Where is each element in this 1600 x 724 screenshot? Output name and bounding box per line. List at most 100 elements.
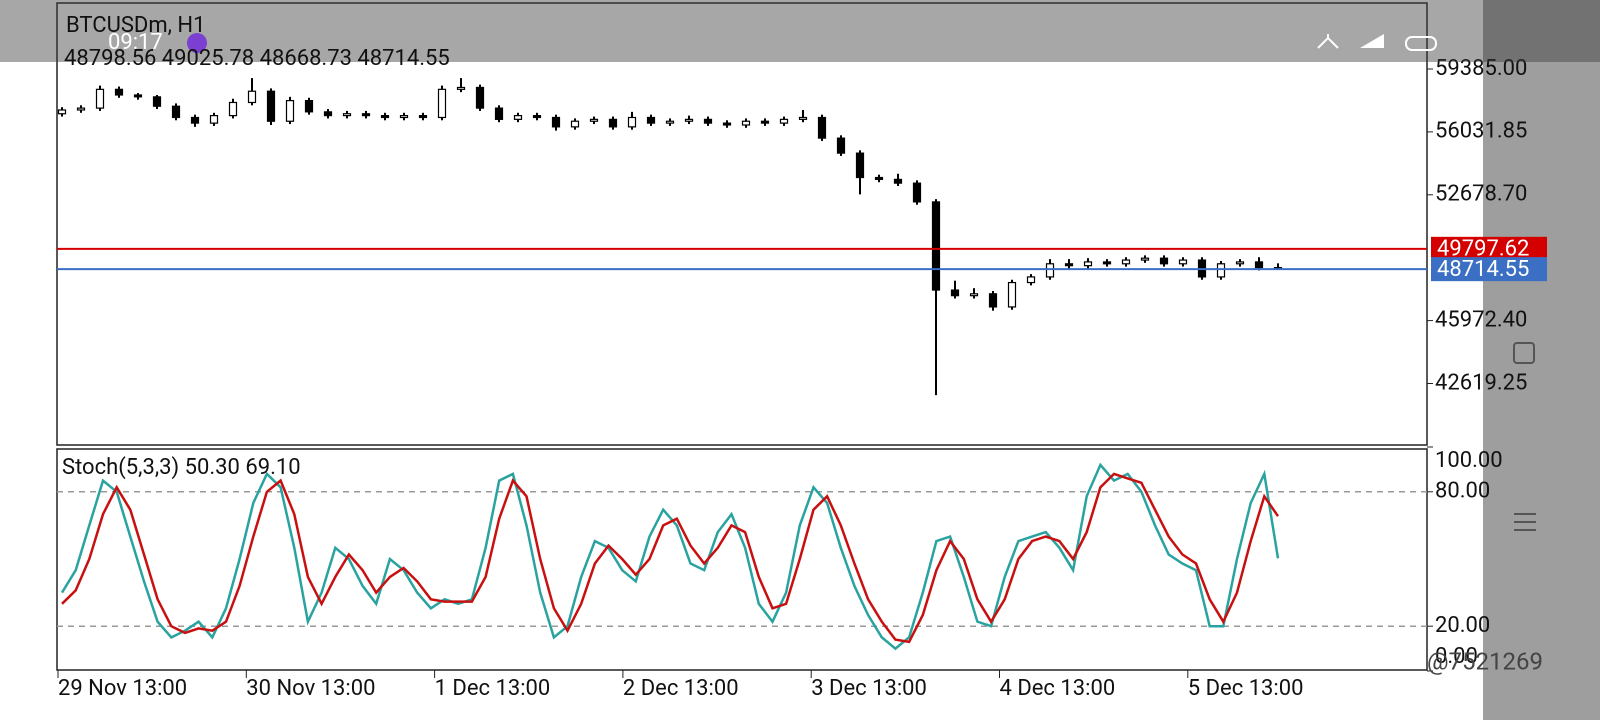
stoch-line bbox=[61, 472, 1280, 644]
candle-body bbox=[209, 115, 219, 124]
candle-body bbox=[57, 109, 67, 115]
plot-area: 59385.00 56031.85 52678.70 45972.40 42619.25… bbox=[57, 56, 1547, 701]
candle-body bbox=[494, 107, 504, 120]
x-tick-label: 30 Nov 13:00 bbox=[246, 676, 375, 701]
candle-body bbox=[247, 90, 257, 104]
stoch-panel bbox=[56, 448, 1428, 671]
x-tick-label: 4 Dec 13:00 bbox=[1000, 676, 1116, 701]
ohlc-text: 48798.56 49025.78 48668.73 48714.55 bbox=[64, 46, 450, 71]
candle-body bbox=[969, 293, 979, 297]
candle-body bbox=[646, 116, 656, 124]
status-bar bbox=[0, 0, 1600, 62]
candle-body bbox=[456, 86, 466, 90]
candle-body bbox=[152, 96, 162, 107]
candle-body bbox=[475, 86, 485, 109]
menu-button[interactable] bbox=[1514, 513, 1536, 531]
candle-body bbox=[95, 88, 105, 109]
candle-body bbox=[684, 118, 694, 122]
x-tick-label: 2 Dec 13:00 bbox=[623, 676, 739, 701]
candle-body bbox=[1140, 257, 1150, 261]
candle-body bbox=[836, 137, 846, 154]
candle-body bbox=[1045, 263, 1055, 278]
candle-body bbox=[627, 116, 637, 128]
candle-body bbox=[513, 115, 523, 120]
candle-body bbox=[1235, 261, 1245, 265]
y-tick-label: 80.00 bbox=[1435, 479, 1490, 504]
candle-body bbox=[931, 201, 941, 291]
candle-body bbox=[551, 116, 561, 128]
y-tick-label: 42619.25 bbox=[1435, 370, 1527, 395]
candle-body bbox=[874, 176, 884, 180]
status-time: 09:17 bbox=[108, 30, 163, 55]
y-tick-label: 59385.00 bbox=[1435, 56, 1527, 81]
x-tick-label: 1 Dec 13:00 bbox=[435, 676, 551, 701]
candle-body bbox=[817, 116, 827, 139]
candle-body bbox=[608, 118, 618, 128]
candle-body bbox=[399, 115, 409, 119]
candle-body bbox=[779, 118, 789, 124]
watermark: @7521269 bbox=[1427, 647, 1543, 675]
candle-body bbox=[1216, 263, 1226, 278]
price-tag-label: 48714.55 bbox=[1437, 257, 1529, 282]
candle-body bbox=[190, 116, 200, 124]
candle-body bbox=[950, 289, 960, 297]
candle-body bbox=[304, 100, 314, 113]
candle-body bbox=[76, 107, 86, 111]
stoch-line bbox=[60, 462, 1280, 651]
candle-body bbox=[988, 293, 998, 308]
y-tick-label: 100.00 bbox=[1435, 448, 1503, 473]
candle-body bbox=[665, 120, 675, 124]
candle-body bbox=[266, 90, 276, 122]
candle-body bbox=[532, 115, 542, 119]
candle-body bbox=[1102, 261, 1112, 265]
candle-body bbox=[570, 120, 580, 128]
candle-body bbox=[1007, 281, 1017, 308]
indicator-label: Stoch(5,3,3) 50.30 69.10 bbox=[62, 455, 301, 480]
candle-body bbox=[114, 88, 124, 96]
candle-body bbox=[228, 101, 238, 117]
candle-body bbox=[342, 113, 352, 117]
candle-body bbox=[285, 100, 295, 122]
candle-body bbox=[171, 105, 181, 119]
y-tick-label: 0.00 bbox=[1435, 644, 1478, 669]
price-tag bbox=[1431, 257, 1547, 282]
candle-body bbox=[1178, 259, 1188, 265]
candle-body bbox=[1026, 276, 1036, 284]
price-tag bbox=[1431, 236, 1547, 261]
y-tick-label: 56031.85 bbox=[1435, 119, 1527, 144]
candle-body bbox=[1064, 263, 1074, 267]
candle-body bbox=[703, 118, 713, 124]
candle-body bbox=[855, 152, 865, 179]
price-panel bbox=[56, 2, 1428, 446]
candle-body bbox=[323, 111, 333, 117]
candle-body bbox=[912, 182, 922, 203]
candle-body bbox=[361, 113, 371, 117]
x-tick-label: 3 Dec 13:00 bbox=[811, 676, 927, 701]
window-button[interactable] bbox=[1513, 342, 1535, 364]
candle-body bbox=[1159, 257, 1169, 265]
side-panel bbox=[1483, 0, 1600, 720]
y-tick-label: 52678.70 bbox=[1435, 182, 1527, 207]
y-tick-label: 20.00 bbox=[1435, 613, 1490, 638]
candle-body bbox=[1121, 259, 1131, 265]
y-tick-label: 45972.40 bbox=[1435, 307, 1527, 332]
x-tick-label: 29 Nov 13:00 bbox=[58, 676, 187, 701]
candle-body bbox=[418, 115, 428, 119]
candle-body bbox=[1083, 261, 1093, 267]
app-icon bbox=[187, 33, 207, 53]
candle-body bbox=[893, 178, 903, 184]
x-tick-label: 5 Dec 13:00 bbox=[1188, 676, 1304, 701]
candle-body bbox=[722, 122, 732, 126]
candle-body bbox=[437, 88, 447, 119]
battery-icon bbox=[1405, 36, 1437, 51]
symbol-title: BTCUSDm, H1 bbox=[66, 13, 205, 38]
candle-body bbox=[760, 120, 770, 124]
candle-body bbox=[798, 116, 808, 120]
candle-body bbox=[589, 118, 599, 122]
candle-body bbox=[133, 94, 143, 98]
mute-icon bbox=[1317, 34, 1339, 49]
candle-body bbox=[380, 115, 390, 119]
candle-body bbox=[1254, 261, 1264, 269]
